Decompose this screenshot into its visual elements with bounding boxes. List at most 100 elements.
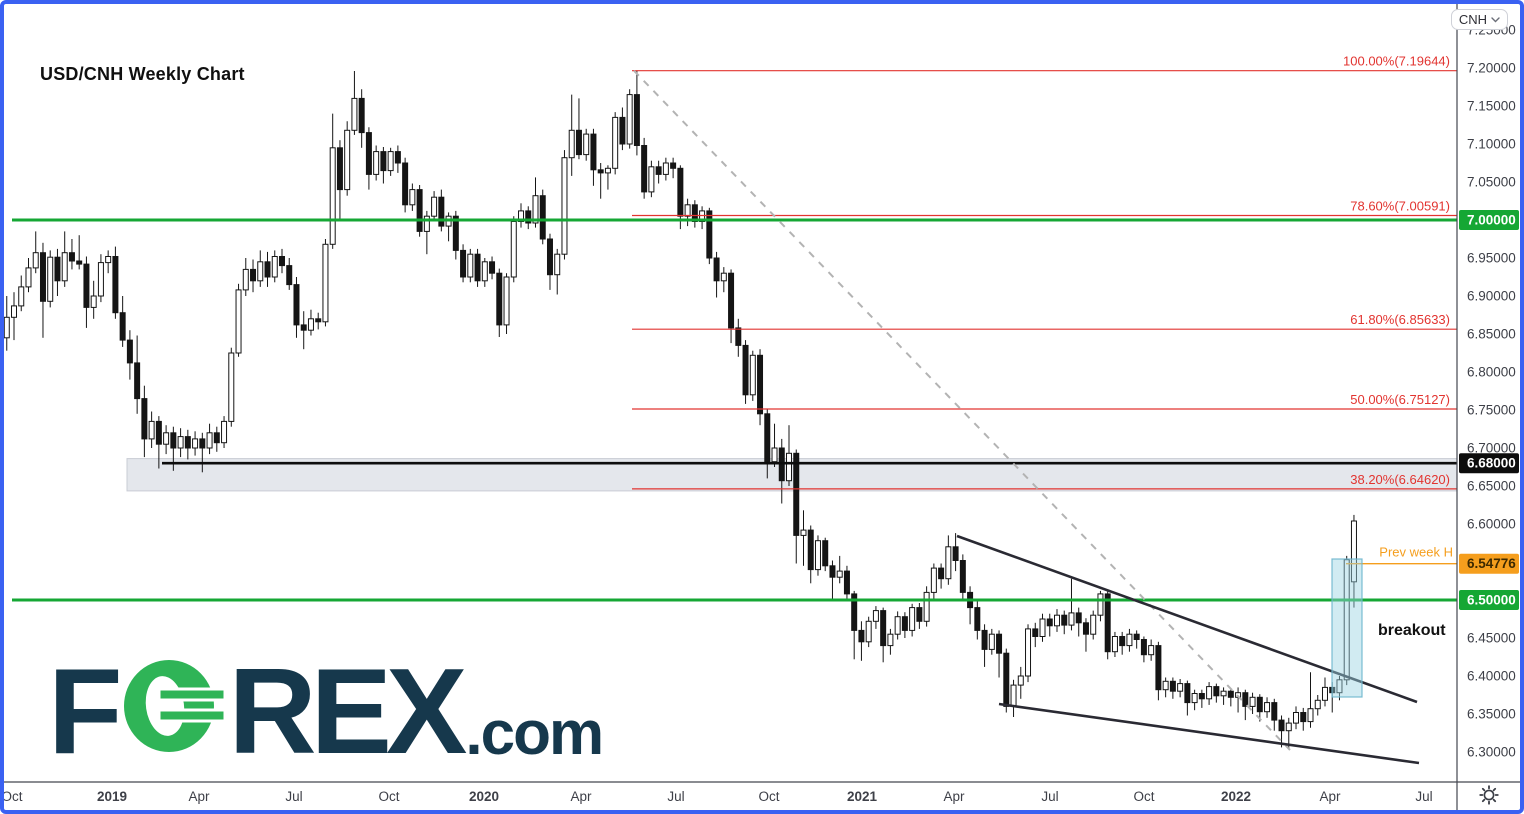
breakout-annotation: breakout bbox=[1378, 622, 1446, 639]
time-axis-month-label[interactable]: Apr bbox=[1319, 789, 1341, 804]
time-axis-year-label[interactable]: 2019 bbox=[97, 789, 127, 804]
bullish-candle bbox=[887, 633, 894, 647]
bullish-candle bbox=[662, 162, 669, 175]
bearish-candle bbox=[1046, 618, 1053, 627]
bullish-candle bbox=[47, 256, 54, 302]
symbol-selector-label: CNH bbox=[1458, 12, 1487, 27]
time-axis-month-label[interactable]: Apr bbox=[943, 789, 965, 804]
bearish-candle bbox=[278, 256, 285, 267]
candlestick-chart[interactable]: 100.00%(7.19644) 78.60%(7.00591) 61.80%(6.… bbox=[4, 4, 1520, 810]
bearish-candle bbox=[1140, 639, 1147, 656]
bearish-candle bbox=[764, 413, 771, 463]
bullish-candle bbox=[163, 432, 170, 445]
bullish-candle bbox=[61, 252, 68, 282]
settings-gear-button[interactable] bbox=[1479, 785, 1499, 805]
bullish-candle bbox=[90, 295, 97, 308]
bearish-candle bbox=[633, 94, 640, 146]
bearish-candle bbox=[286, 265, 293, 286]
bearish-candle bbox=[438, 196, 445, 227]
bullish-candle bbox=[322, 243, 329, 323]
bearish-candle bbox=[293, 284, 300, 326]
bullish-candle bbox=[604, 167, 611, 174]
bullish-candle bbox=[18, 286, 25, 307]
bullish-candle bbox=[554, 253, 561, 276]
bullish-candle bbox=[836, 570, 843, 578]
bearish-candle bbox=[489, 261, 496, 274]
bearish-candle bbox=[68, 252, 75, 262]
time-axis-month-label[interactable]: Oct bbox=[1133, 789, 1154, 804]
time-axis-year-label[interactable]: 2021 bbox=[847, 789, 878, 804]
breakout-highlight-box[interactable] bbox=[1331, 558, 1363, 698]
bullish-candle bbox=[720, 272, 727, 282]
time-axis-year-label[interactable]: 2022 bbox=[1221, 789, 1251, 804]
bullish-candle bbox=[431, 196, 438, 217]
bullish-candle bbox=[1285, 722, 1292, 732]
bullish-candle bbox=[307, 318, 314, 331]
price-axis-tick: 7.15000 bbox=[1467, 99, 1516, 114]
bullish-candle bbox=[11, 305, 18, 318]
wedge-trendline[interactable] bbox=[998, 702, 1420, 765]
bearish-candle bbox=[706, 210, 713, 259]
time-axis-month-label[interactable]: Apr bbox=[570, 789, 592, 804]
time-axis-year-label[interactable]: 2020 bbox=[469, 789, 499, 804]
bearish-candle bbox=[1227, 690, 1234, 698]
dashed-trendline[interactable] bbox=[633, 70, 1291, 751]
page-title: USD/CNH Weekly Chart bbox=[40, 64, 245, 84]
bullish-candle bbox=[257, 261, 264, 282]
bearish-candle bbox=[996, 633, 1003, 654]
bullish-candle bbox=[510, 221, 517, 278]
time-axis-month-label[interactable]: Jul bbox=[1041, 789, 1058, 804]
bearish-candle bbox=[452, 215, 459, 251]
bearish-candle bbox=[394, 151, 401, 164]
bearish-candle bbox=[916, 607, 923, 622]
bearish-candle bbox=[1082, 622, 1089, 635]
price-axis-tick: 6.60000 bbox=[1467, 517, 1516, 532]
bearish-candle bbox=[474, 253, 481, 282]
bullish-candle bbox=[894, 616, 901, 635]
bearish-candle bbox=[170, 432, 177, 449]
bullish-candle bbox=[561, 157, 568, 255]
wedge-trendline[interactable] bbox=[956, 534, 1418, 704]
time-axis-month-label[interactable]: Jul bbox=[285, 789, 302, 804]
gear-icon bbox=[1479, 785, 1499, 805]
price-badge bbox=[1459, 453, 1519, 474]
price-badge-value: 6.50000 bbox=[1467, 593, 1516, 608]
bullish-candle bbox=[423, 215, 430, 232]
time-axis-month-label[interactable]: Jul bbox=[667, 789, 684, 804]
bullish-candle bbox=[235, 289, 242, 354]
bullish-candle bbox=[532, 195, 539, 224]
bullish-candle bbox=[1350, 520, 1357, 583]
bearish-candle bbox=[974, 607, 981, 631]
bullish-candle bbox=[344, 129, 351, 191]
time-axis-month-label[interactable]: Oct bbox=[378, 789, 399, 804]
bullish-candle bbox=[1206, 686, 1213, 700]
time-axis-month-label[interactable]: Apr bbox=[188, 789, 210, 804]
bullish-candle bbox=[930, 567, 937, 593]
bullish-candle bbox=[32, 252, 39, 269]
bullish-candle bbox=[1010, 684, 1017, 707]
bullish-candle bbox=[865, 620, 872, 643]
bearish-candle bbox=[365, 132, 372, 175]
bullish-candle bbox=[1191, 693, 1198, 704]
price-axis-tick: 6.65000 bbox=[1467, 479, 1516, 494]
symbol-selector[interactable]: CNH bbox=[1450, 9, 1508, 30]
bullish-candle bbox=[192, 438, 199, 449]
price-badge-value: 6.54776 bbox=[1467, 556, 1516, 571]
bearish-candle bbox=[641, 145, 648, 193]
forex-logo: F REX .com bbox=[48, 650, 604, 772]
bearish-candle bbox=[1256, 696, 1263, 713]
time-axis-month-label[interactable]: Jul bbox=[1415, 789, 1432, 804]
price-axis-tick: 6.35000 bbox=[1467, 707, 1516, 722]
bearish-candle bbox=[757, 354, 764, 415]
time-axis-month-label[interactable]: Oct bbox=[4, 789, 23, 804]
time-axis-month-label[interactable]: Oct bbox=[758, 789, 779, 804]
bearish-candle bbox=[336, 147, 343, 191]
bullish-candle bbox=[1148, 645, 1155, 656]
bearish-candle bbox=[1300, 712, 1307, 723]
bearish-candle bbox=[54, 256, 61, 282]
bearish-candle bbox=[416, 189, 423, 232]
bullish-candle bbox=[1097, 593, 1104, 616]
bearish-candle bbox=[380, 151, 387, 172]
bullish-candle bbox=[945, 546, 952, 580]
bearish-candle bbox=[496, 272, 503, 326]
